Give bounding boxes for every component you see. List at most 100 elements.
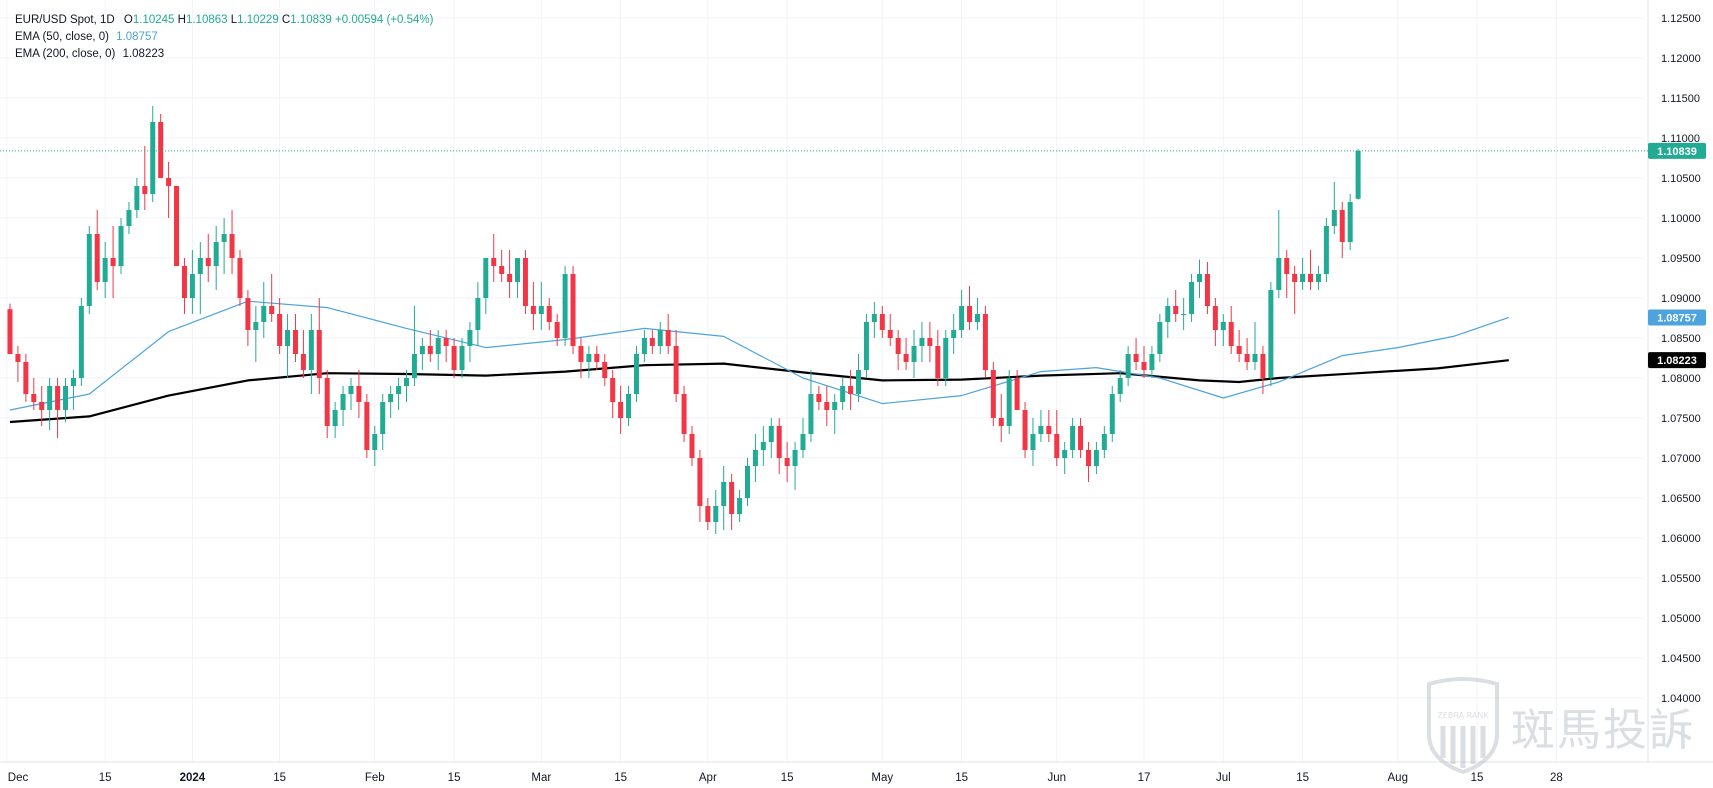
candle [197,242,203,314]
candle-body [63,386,69,410]
candle [451,338,457,378]
candle [657,322,663,354]
time-tick-label: 15 [955,772,968,784]
candle-body [562,274,568,338]
candle-body [1252,354,1258,362]
candle-body [308,330,314,370]
candle-body [55,386,61,410]
ema50-tag-text: 1.08757 [1657,312,1697,324]
price-tick-label: 1.08500 [1661,333,1701,345]
low-value: 1.10229 [237,14,279,26]
candle-body [546,306,552,322]
candle [990,362,996,426]
time-tick-label: Dec [8,772,29,784]
candle-body [959,306,965,330]
candle-body [94,234,100,282]
candle [1133,338,1139,370]
candle-body [848,386,854,394]
candle-body [1014,378,1020,410]
candle [1173,290,1179,322]
candle [1054,410,1060,466]
grid-lines [0,0,1713,763]
candle-body [300,354,306,370]
candle [752,434,758,482]
candle-body [1165,306,1171,322]
candle [1244,338,1250,370]
candle-body [713,506,719,522]
candle-body [967,306,973,322]
candle-body [990,370,996,418]
candle [538,282,544,330]
candle [380,394,386,450]
candle [927,322,933,362]
time-tick-label: 15 [273,772,286,784]
candle-body [364,402,370,450]
candle [665,314,671,354]
candle-body [515,258,521,282]
candle-body [538,306,544,314]
candle [356,370,362,418]
price-tick-label: 1.12500 [1661,13,1701,25]
candle-body [1228,322,1234,346]
candle-body [205,258,211,266]
candle-body [39,402,45,410]
price-axis[interactable]: 1.04000 1.04500 1.05000 1.05500 1.06000 1.065… [1661,13,1701,705]
candle [594,346,600,370]
candle [1268,282,1274,386]
candle [491,234,497,282]
candle-body [570,274,576,346]
candle-body [974,314,980,322]
candle [808,370,814,442]
time-axis[interactable]: Dec 15 2024 15 Feb 15 Mar 15 Apr 15 May 15 Jun 17 Jul 1… [8,772,1563,784]
shield-icon: ZEBRA RANK [1427,677,1499,775]
candle-body [1212,306,1218,330]
candle [895,330,901,370]
candle-body [443,338,449,346]
candle-body [737,498,743,514]
candle-body [1093,450,1099,466]
candle-body [641,338,647,354]
candle [150,106,156,202]
candle-body [633,354,639,394]
candle-body [879,314,885,330]
candle-body [380,402,386,434]
candle [1046,410,1052,442]
candle-body [705,506,711,522]
candle-body [427,346,433,354]
candle [1101,426,1107,458]
candle [1276,210,1282,298]
candle-body [459,346,465,370]
candle [1141,346,1147,378]
candle-body [1323,226,1329,274]
candle-body [1173,306,1179,314]
candle [435,330,441,370]
candle-body [951,330,957,338]
candle [70,370,76,410]
candle [15,346,21,382]
candle [166,162,172,218]
candle-body [1062,450,1068,458]
candle-body [1347,202,1353,242]
candle [39,386,45,426]
candle [951,314,957,354]
candle-body [197,258,203,274]
candle [848,370,854,410]
candle [1300,258,1306,290]
candle [1212,298,1218,346]
ema50-tag: 1.08757 [1648,309,1706,326]
candle-body [491,258,497,266]
candle [300,330,306,378]
ema50-label: EMA (50, close, 0) [15,31,109,43]
last-price-tag-text: 1.10839 [1657,146,1697,158]
candle [1149,346,1155,378]
candle [86,226,92,314]
candle-body [388,394,394,402]
candle-body [1141,362,1147,370]
time-tick-label: 15 [1296,772,1309,784]
candle-body [150,122,156,194]
ema50-line [9,300,1509,411]
candle [102,242,108,298]
candle [1022,402,1028,458]
candle-body [840,386,846,402]
